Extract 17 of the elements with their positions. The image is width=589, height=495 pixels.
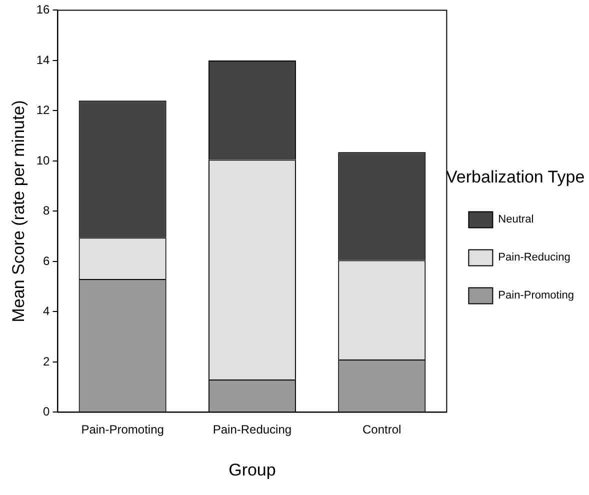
x-tick-label: Pain-Promoting [81,422,164,437]
legend-label: Neutral [498,214,534,226]
y-tick-label: 4 [43,304,50,318]
y-tick-label: 6 [43,254,50,268]
y-tick-label: 14 [36,52,50,67]
legend-label: Pain-Reducing [498,252,570,264]
legend-label: Pain-Promoting [498,290,574,302]
y-tick-label: 0 [43,404,50,419]
x-tick-label: Control [362,422,402,437]
y-tick-label: 8 [43,204,50,218]
y-tick-label: 16 [36,2,50,17]
x-axis-title: Group [228,460,276,480]
y-tick-label: 12 [36,103,50,118]
y-tick-label: 2 [43,354,50,368]
x-tick-label: Pain-Reducing [212,422,292,437]
y-axis-title: Mean Score (rate per minute) [8,100,28,322]
y-tick-label: 10 [36,153,50,168]
